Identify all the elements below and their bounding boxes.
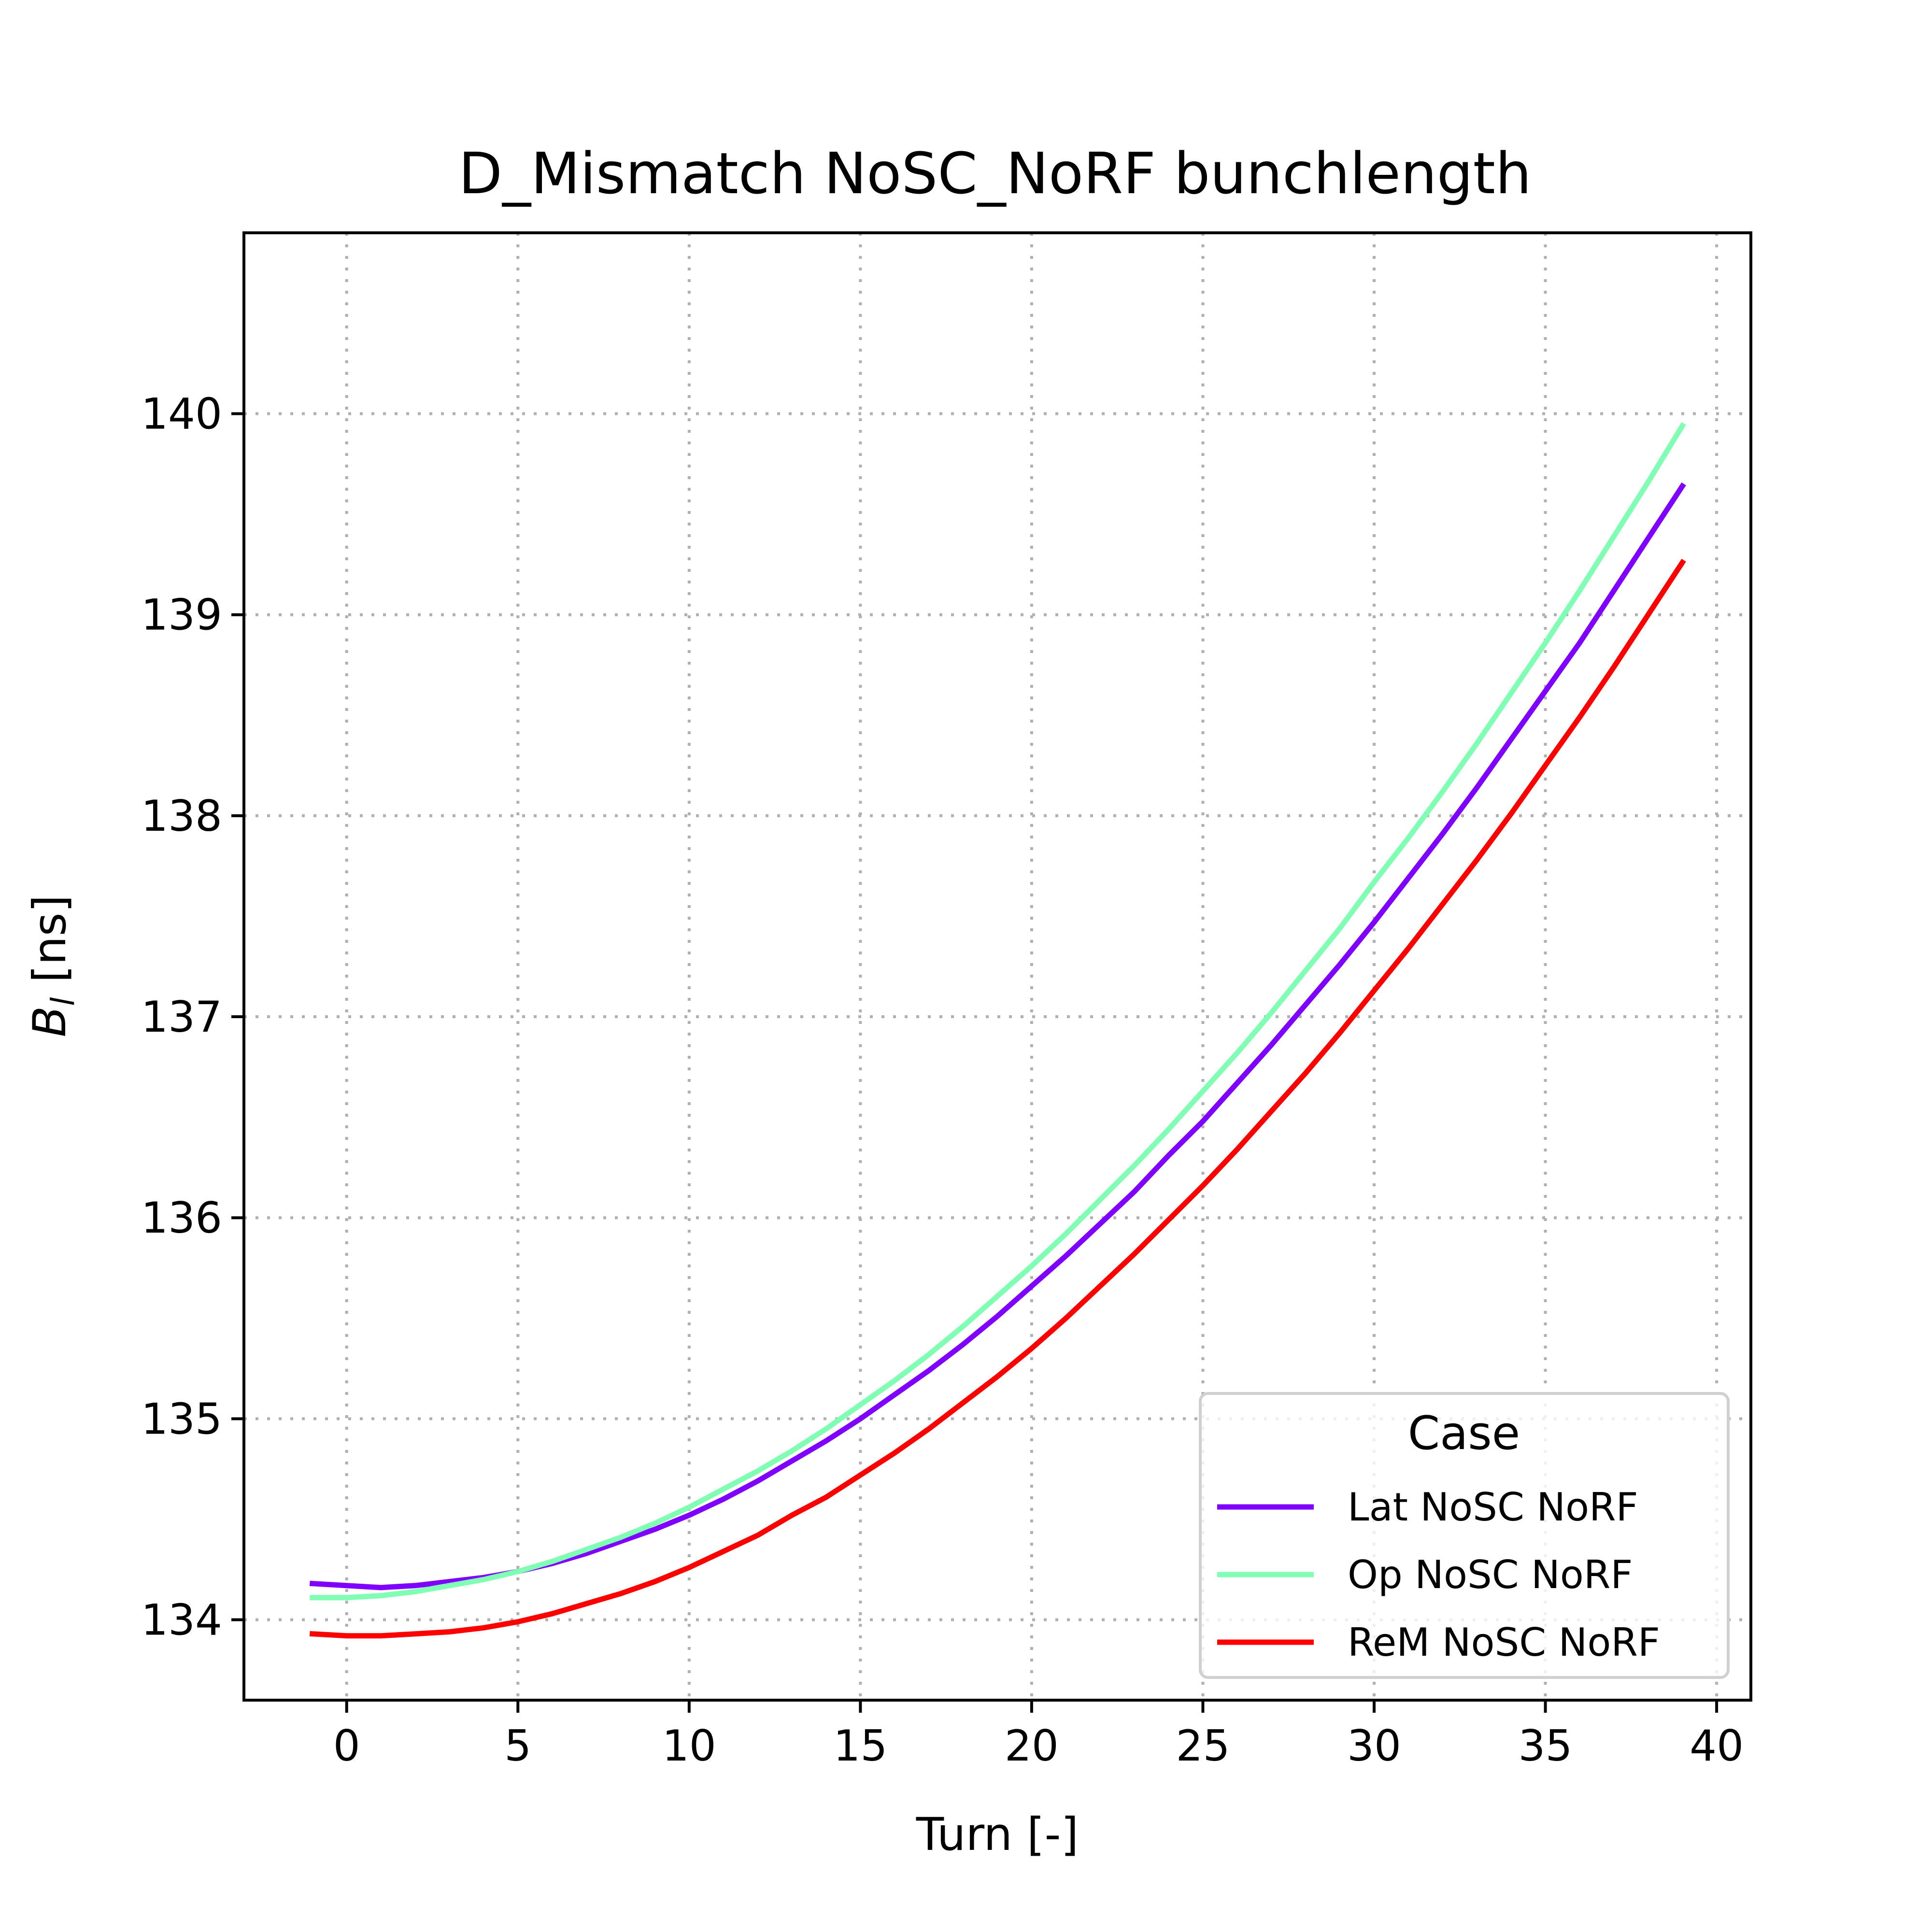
- plot-frame: [242, 231, 1752, 1702]
- legend: Case Lat NoSC NoRF Op NoSC NoRF ReM NoSC N…: [1199, 1392, 1730, 1679]
- y-tick-label: 140: [141, 389, 222, 439]
- x-tick-label: 20: [1005, 1721, 1059, 1771]
- y-tick-label: 135: [141, 1394, 222, 1444]
- legend-entry-label: Lat NoSC NoRF: [1348, 1485, 1638, 1530]
- y-tick-label: 136: [141, 1193, 222, 1243]
- series-group: [309, 422, 1686, 1639]
- grid: [244, 233, 1751, 1700]
- y-tick-label: 134: [141, 1595, 222, 1645]
- x-axis: 0 5 10 15 20 25 30 35 40: [333, 1700, 1744, 1771]
- y-tick-label: 139: [141, 590, 222, 640]
- y-axis-label-unit: [ns]: [24, 895, 76, 997]
- series-line-2: [310, 422, 1686, 1601]
- x-tick-label: 10: [662, 1721, 716, 1771]
- x-tick-label: 35: [1519, 1721, 1573, 1771]
- chart-title: D_Mismatch NoSC_NoRF bunchlength: [458, 140, 1532, 207]
- y-axis-label: Bl [ns]: [24, 895, 82, 1037]
- legend-box: [1199, 1392, 1730, 1679]
- legend-entry-label: Op NoSC NoRF: [1348, 1552, 1633, 1597]
- y-tick-label: 137: [141, 992, 222, 1042]
- legend-entry-label: ReM NoSC NoRF: [1348, 1620, 1660, 1665]
- y-axis: 134 135 136 137 138 139 140: [141, 389, 244, 1645]
- y-tick-label: 138: [141, 791, 222, 841]
- x-axis-label: Turn [-]: [916, 1808, 1079, 1861]
- x-tick-label: 25: [1176, 1721, 1230, 1771]
- x-tick-label: 30: [1347, 1721, 1401, 1771]
- x-tick-label: 0: [333, 1721, 360, 1771]
- y-axis-label-main: B: [24, 1006, 76, 1037]
- legend-title: Case: [1408, 1407, 1520, 1460]
- x-tick-label: 5: [504, 1721, 531, 1771]
- x-tick-label: 15: [833, 1721, 887, 1771]
- series-line-3: [309, 558, 1686, 1639]
- legend-entries: Lat NoSC NoRF Op NoSC NoRF ReM NoSC NoRF: [1217, 1485, 1660, 1665]
- x-tick-label: 40: [1690, 1721, 1744, 1771]
- y-axis-label-subscript: l: [44, 997, 82, 1006]
